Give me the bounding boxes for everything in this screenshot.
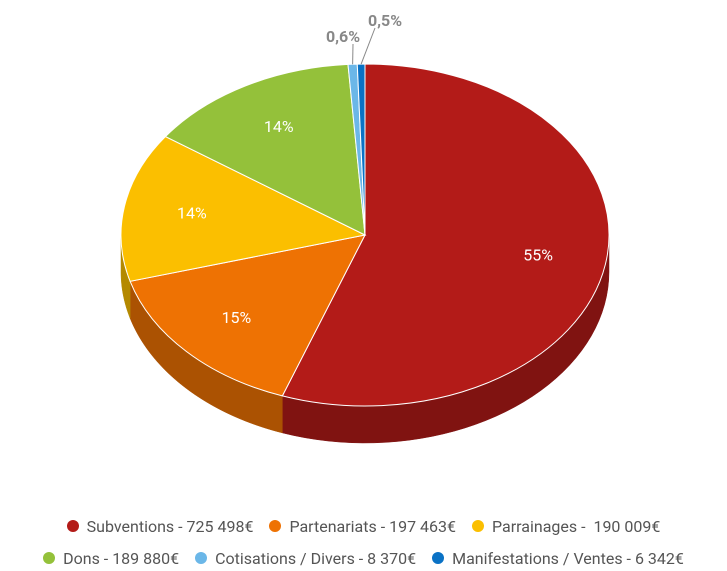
slice (129, 234, 366, 397)
data-label: 0,5% (368, 11, 402, 30)
legend-marker (43, 552, 56, 564)
legend-marker (432, 552, 445, 564)
chart: 55% 15% 14% 14% 0,6% 0,5% (120, 11, 610, 444)
slice (120, 135, 367, 282)
legend-item: Cotisations / Divers - 8 370€ (195, 548, 416, 568)
legend-label: Partenariats - 197 463€ (289, 516, 457, 536)
legend-item: Parrainages - 190 009€ (472, 516, 660, 536)
legend-label: Parrainages - 190 009€ (492, 516, 661, 536)
data-label: 14% (177, 203, 207, 222)
legend-item: Manifestations / Ventes - 6 342€ (432, 548, 684, 568)
slice (164, 63, 366, 236)
legend-label: Cotisations / Divers - 8 370€ (215, 548, 417, 568)
leader-line (360, 27, 376, 65)
legend-item: Subventions - 725 498€ (66, 516, 254, 536)
legend-marker (66, 520, 79, 532)
data-label: 55% (523, 245, 553, 264)
data-label: 0,6% (326, 27, 360, 46)
data-label: 14% (264, 117, 294, 136)
legend-marker (195, 552, 208, 564)
legend-label: Dons - 189 880€ (63, 548, 180, 568)
legend-label: Subventions - 725 498€ (86, 516, 254, 536)
legend-marker (472, 520, 485, 532)
slice (356, 63, 366, 236)
legend-marker (269, 520, 282, 532)
slice (281, 63, 610, 407)
legend-item: Partenariats - 197 463€ (269, 516, 456, 536)
legend: Subventions - 725 498€ Partenariats - 197… (0, 516, 727, 568)
legend-label: Manifestations / Ventes - 6 342€ (452, 548, 684, 568)
data-label: 15% (222, 308, 252, 327)
legend-item: Dons - 189 880€ (43, 548, 179, 568)
